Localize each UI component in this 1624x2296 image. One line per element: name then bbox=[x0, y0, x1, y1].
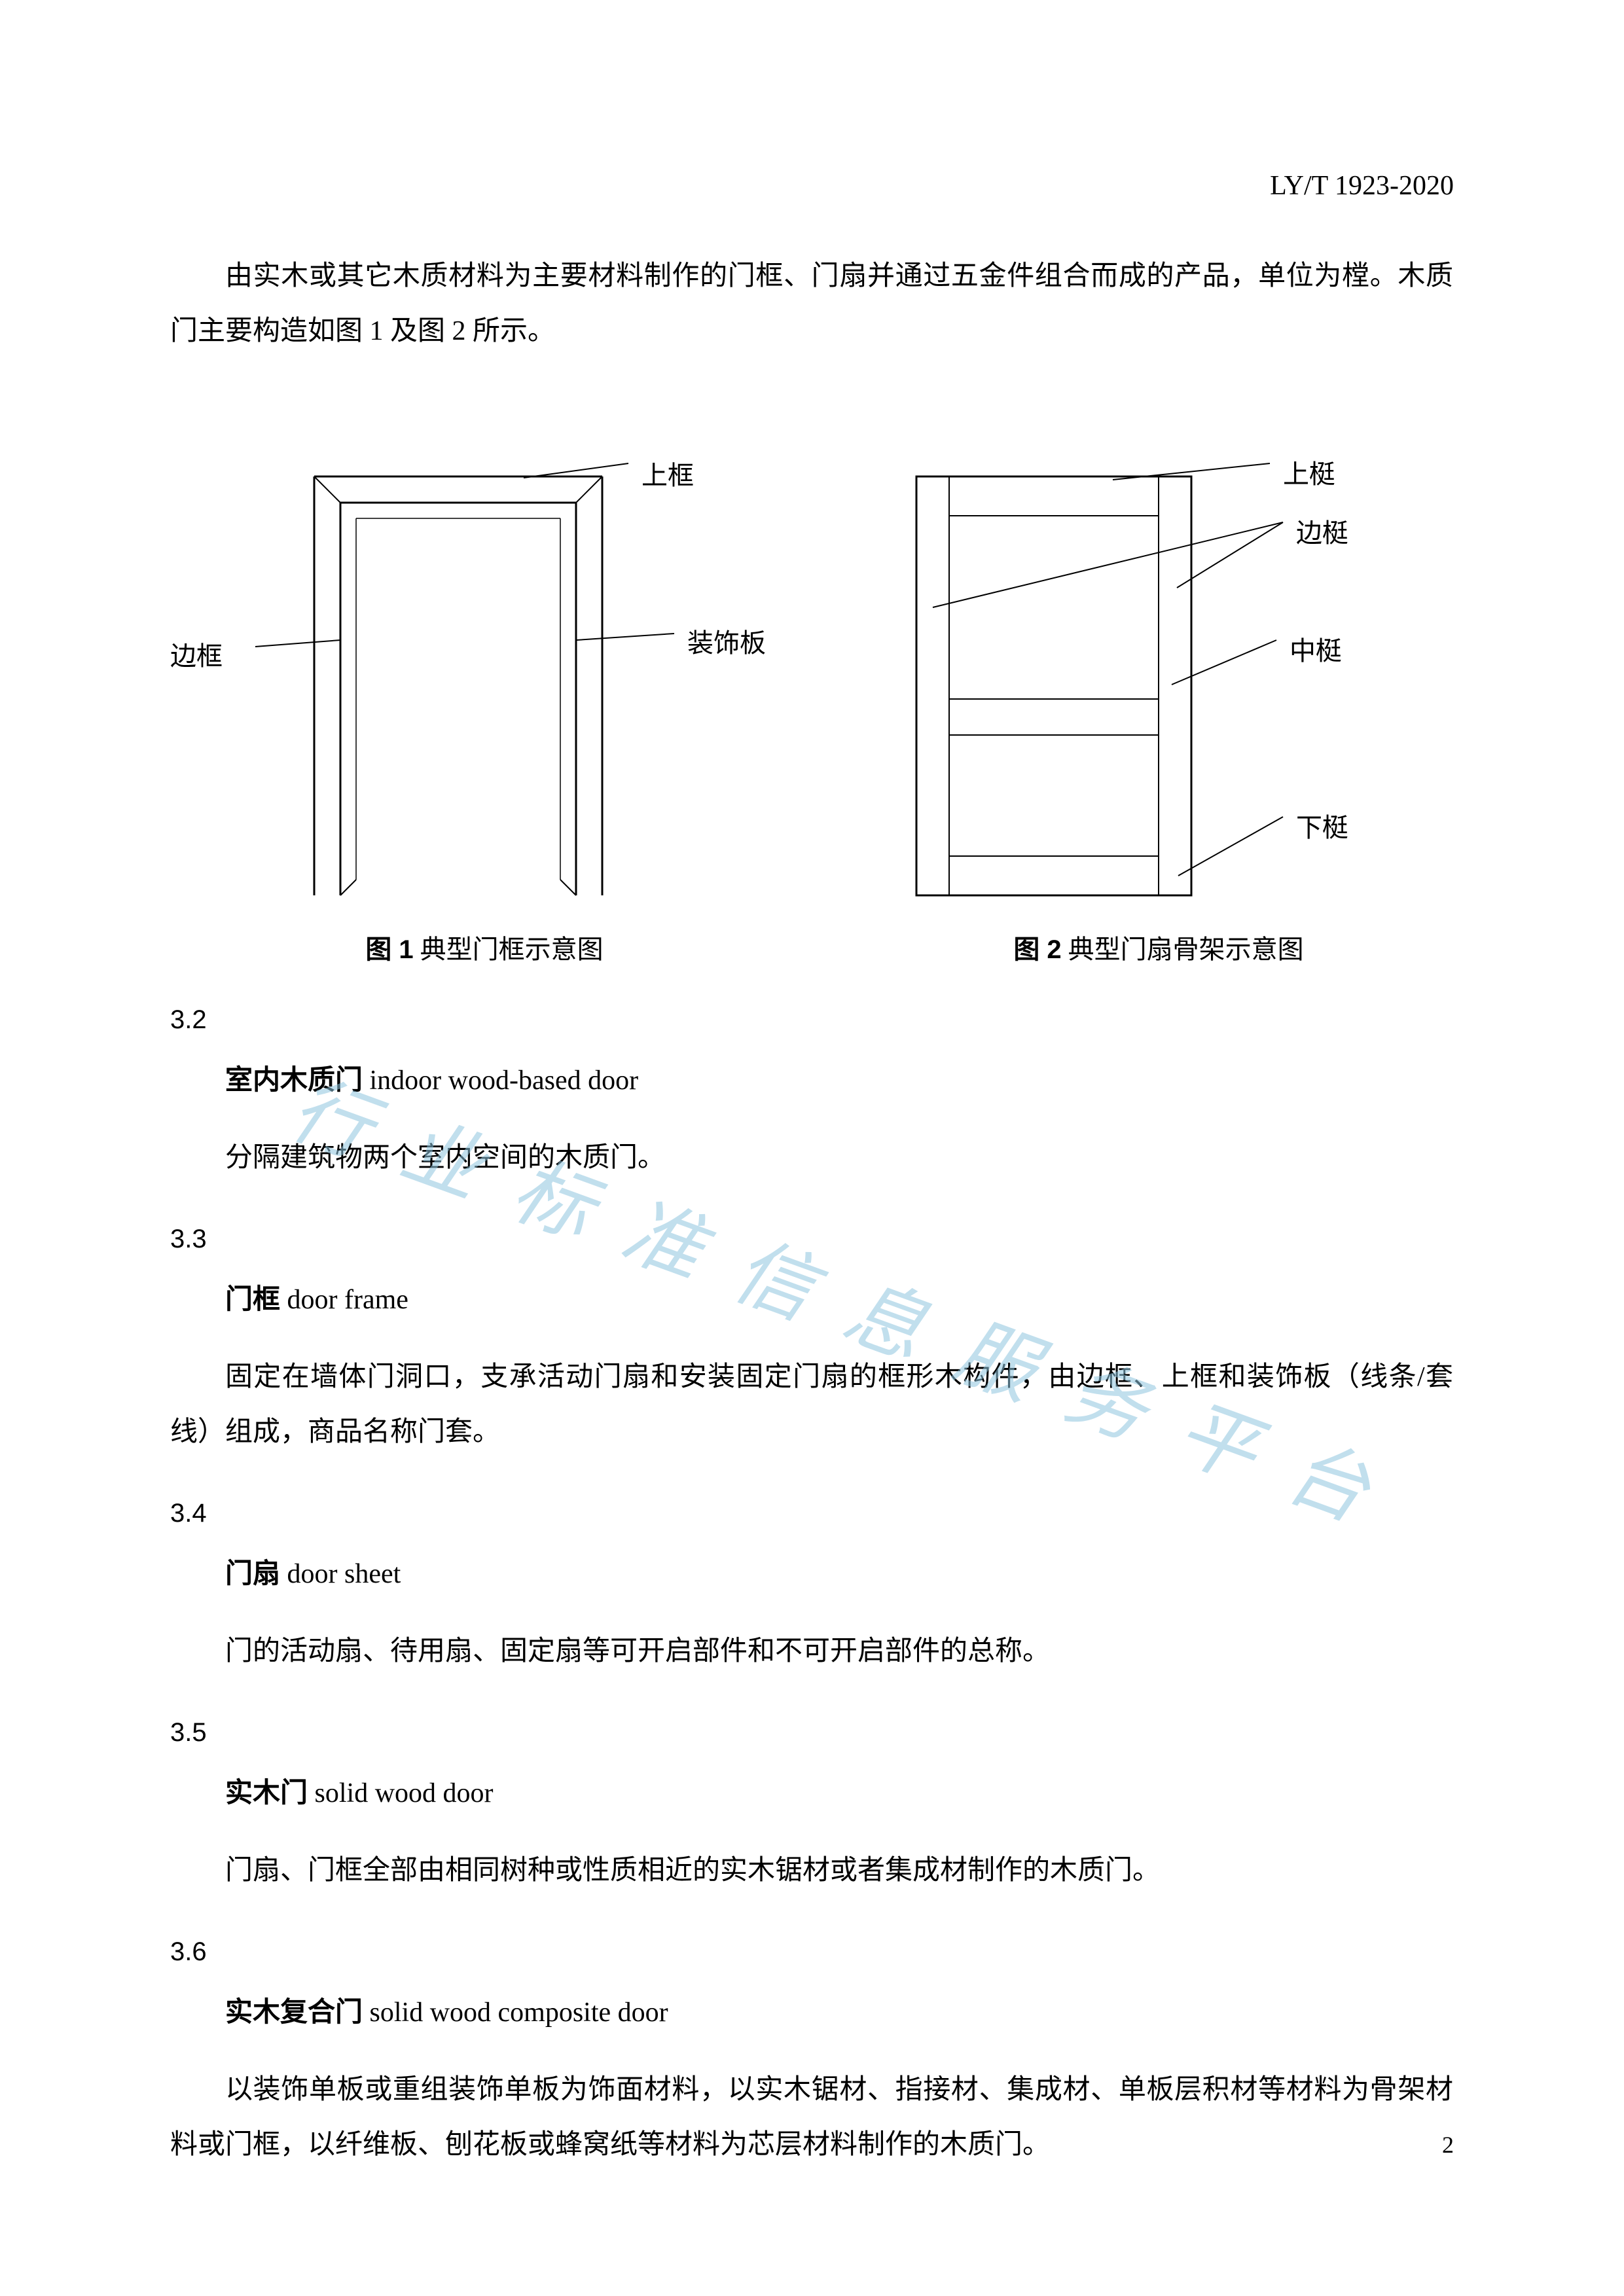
term-title-3-5: 实木门 solid wood door bbox=[170, 1770, 1453, 1810]
term-title-3-4: 门扇 door sheet bbox=[170, 1551, 1453, 1591]
figure-1-caption: 图 1 典型门框示意图 bbox=[170, 928, 799, 966]
section-number-3-4: 3.4 bbox=[170, 1499, 1453, 1528]
figures-row: 上框 装饰板 边框 上梃 边梃 中梃 下梃 bbox=[170, 444, 1453, 915]
term-title-3-2: 室内木质门 indoor wood-based door bbox=[170, 1058, 1453, 1098]
figure-captions: 图 1 典型门框示意图 图 2 典型门扇骨架示意图 bbox=[170, 928, 1453, 966]
term-en-3-6: solid wood composite door bbox=[363, 1998, 668, 2028]
term-zh-3-2: 室内木质门 bbox=[225, 1064, 363, 1095]
section-number-3-6: 3.6 bbox=[170, 1937, 1453, 1967]
fig2-label-mid-rail: 中梃 bbox=[1290, 630, 1342, 668]
figure-1: 上框 装饰板 边框 bbox=[170, 444, 799, 915]
term-en-3-4: door sheet bbox=[280, 1559, 401, 1589]
term-en-3-2: indoor wood-based door bbox=[363, 1066, 638, 1096]
section-number-3-3: 3.3 bbox=[170, 1225, 1453, 1254]
figure-2-svg bbox=[864, 444, 1453, 915]
page-number: 2 bbox=[1442, 2131, 1454, 2159]
fig1-label-top-frame: 上框 bbox=[641, 454, 694, 492]
intro-paragraph: 由实木或其它木质材料为主要材料制作的门框、门扇并通过五金件组合而成的产品，单位为… bbox=[170, 249, 1453, 359]
section-number-3-2: 3.2 bbox=[170, 1005, 1453, 1035]
section-number-3-5: 3.5 bbox=[170, 1718, 1453, 1748]
term-body-3-4: 门的活动扇、待用扇、固定扇等可开启部件和不可开启部件的总称。 bbox=[170, 1624, 1453, 1679]
figure-1-caption-prefix: 图 1 bbox=[365, 935, 413, 964]
figure-2-caption-prefix: 图 2 bbox=[1013, 935, 1061, 964]
term-zh-3-5: 实木门 bbox=[225, 1777, 308, 1808]
term-zh-3-4: 门扇 bbox=[225, 1558, 280, 1588]
term-zh-3-3: 门框 bbox=[225, 1283, 280, 1314]
term-title-3-6: 实木复合门 solid wood composite door bbox=[170, 1990, 1453, 2030]
figure-2-caption-text: 典型门扇骨架示意图 bbox=[1062, 935, 1304, 964]
term-body-3-6: 以装饰单板或重组装饰单板为饰面材料，以实木锯材、指接材、集成材、单板层积材等材料… bbox=[170, 2062, 1453, 2172]
figure-1-caption-text: 典型门框示意图 bbox=[414, 935, 604, 964]
fig1-label-side-frame: 边框 bbox=[170, 635, 223, 673]
fig2-label-top-rail: 上梃 bbox=[1283, 453, 1335, 491]
figure-2-caption: 图 2 典型门扇骨架示意图 bbox=[864, 928, 1453, 966]
term-en-3-3: door frame bbox=[280, 1285, 408, 1315]
figure-2: 上梃 边梃 中梃 下梃 bbox=[864, 444, 1453, 915]
figure-1-svg bbox=[170, 444, 799, 915]
term-body-3-2: 分隔建筑物两个室内空间的木质门。 bbox=[170, 1130, 1453, 1185]
term-zh-3-6: 实木复合门 bbox=[225, 1996, 363, 2027]
term-title-3-3: 门框 door frame bbox=[170, 1277, 1453, 1317]
term-body-3-3: 固定在墙体门洞口，支承活动门扇和安装固定门扇的框形木构件，由边框、上框和装饰板（… bbox=[170, 1350, 1453, 1460]
fig2-label-bottom-rail: 下梃 bbox=[1296, 806, 1348, 844]
page-content: 由实木或其它木质材料为主要材料制作的门框、门扇并通过五金件组合而成的产品，单位为… bbox=[170, 170, 1453, 2172]
term-en-3-5: solid wood door bbox=[308, 1778, 494, 1808]
fig1-label-deco-panel: 装饰板 bbox=[687, 622, 766, 660]
fig2-label-side-rail: 边梃 bbox=[1296, 512, 1348, 550]
term-body-3-5: 门扇、门框全部由相同树种或性质相近的实木锯材或者集成材制作的木质门。 bbox=[170, 1843, 1453, 1898]
